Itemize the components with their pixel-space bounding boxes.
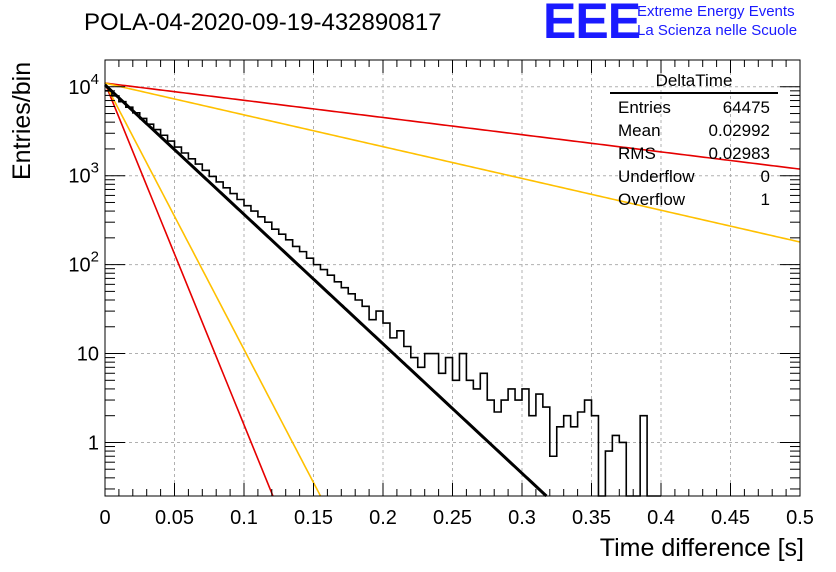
- y-tick-label: 102: [68, 249, 99, 277]
- x-tick-label: 0.45: [711, 507, 750, 529]
- x-tick-label: 0.5: [786, 507, 814, 529]
- stats-row: Entries 64475: [610, 96, 778, 119]
- fit-curve: [104, 82, 801, 243]
- x-tick-label: 0.05: [155, 507, 194, 529]
- y-tick-label: 104: [68, 71, 99, 99]
- histogram-line: [105, 90, 661, 497]
- stats-box: DeltaTime Entries 64475 Mean 0.02992 RMS 0.02…: [610, 71, 778, 211]
- logo-text-line1: Extreme Energy Events: [637, 3, 795, 20]
- logo-text-line2: La Scienza nelle Scuole: [637, 22, 798, 39]
- fit-curve: [103, 83, 548, 498]
- y-tick-label: 103: [68, 160, 99, 188]
- y-tick-label: 10: [77, 344, 99, 366]
- x-tick-label: 0.2: [369, 507, 397, 529]
- stats-label: Entries: [618, 98, 671, 117]
- eee-logo: EEE: [543, 0, 641, 49]
- stats-row: Mean 0.02992: [610, 119, 778, 142]
- y-tick-label: 1: [88, 432, 99, 454]
- stats-label: Overflow: [618, 190, 686, 209]
- y-axis-label: Entries/bin: [8, 61, 36, 180]
- x-tick-label: 0.3: [508, 507, 536, 529]
- fit-curve: [104, 82, 801, 170]
- stats-value: 64475: [722, 98, 770, 117]
- chart-title: POLA-04-2020-09-19-432890817: [84, 9, 442, 36]
- stats-label: Underflow: [618, 167, 695, 186]
- x-tick-label: 0: [99, 507, 110, 529]
- stats-value: 0: [760, 167, 770, 186]
- x-tick-label: 0.15: [294, 507, 333, 529]
- stats-value: 0.02992: [708, 121, 770, 140]
- x-tick-label: 0.25: [433, 507, 472, 529]
- fit-curves: [104, 82, 801, 497]
- stats-label: RMS: [618, 144, 656, 163]
- grid: [105, 60, 800, 496]
- stats-row: RMS 0.02983: [610, 142, 778, 165]
- stats-row: Underflow 0: [610, 165, 778, 188]
- fit-curve: [104, 82, 274, 497]
- stats-label: Mean: [618, 121, 661, 140]
- x-tick-label: 0.35: [572, 507, 611, 529]
- axis-ticks: [104, 59, 801, 496]
- x-tick-label: 0.4: [647, 507, 675, 529]
- stats-title: DeltaTime: [610, 71, 778, 94]
- fit-curve-main: [103, 83, 548, 498]
- x-tick-label: 0.1: [230, 507, 258, 529]
- tick-labels: 0 0.05 0.1 0.15 0.2 0.25 0.3 0.35 0.4 0.45 0.51101…: [68, 71, 814, 529]
- x-axis-label: Time difference [s]: [599, 534, 804, 562]
- stats-value: 1: [760, 190, 770, 209]
- fit-curve: [104, 82, 322, 497]
- stats-row: Overflow 1: [610, 188, 778, 211]
- stats-value: 0.02983: [708, 144, 770, 163]
